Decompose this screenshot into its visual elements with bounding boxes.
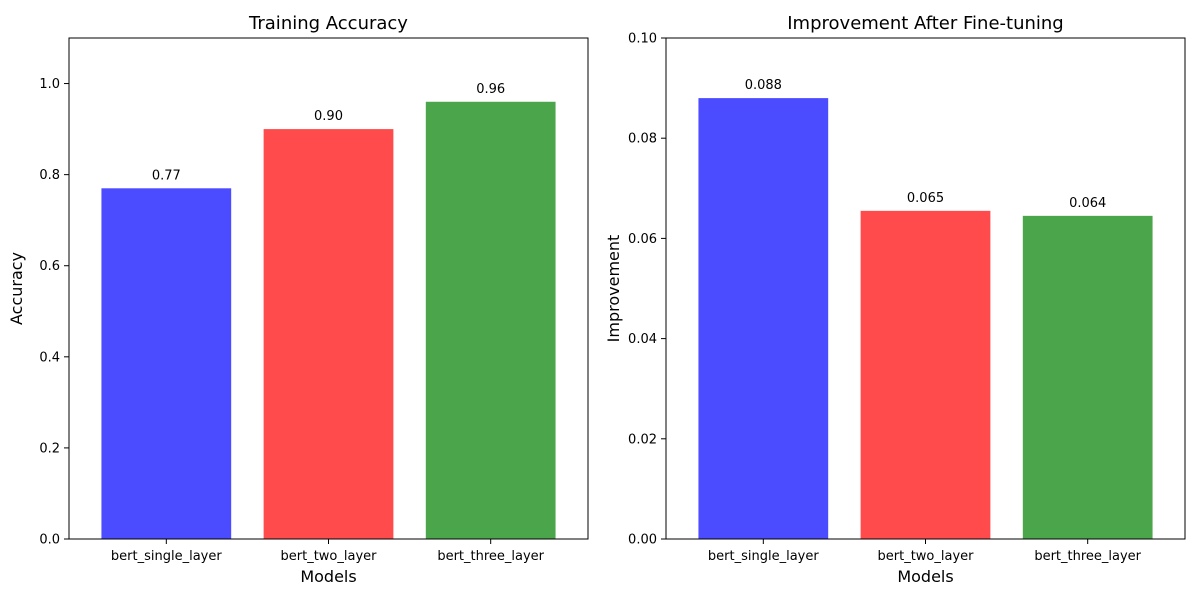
y-tick-label: 0.06 — [628, 232, 657, 247]
x-tick-label: bert_single_layer — [708, 549, 819, 564]
bar — [1022, 215, 1153, 540]
x-ticks-group: bert_single_layer bert_two_layer bert_thre… — [111, 539, 545, 564]
data-label: 0.77 — [152, 168, 181, 183]
chart-title: Improvement After Fine-tuning — [787, 13, 1064, 34]
y-axis-label: Accuracy — [7, 252, 26, 325]
y-tick-label: 0.00 — [628, 533, 657, 548]
bars-group: 0.088 0.065 0.064 — [698, 78, 1153, 540]
y-axis-label: Improvement — [604, 235, 623, 343]
bars-group: 0.77 0.90 0.96 — [101, 82, 556, 540]
y-tick-label: 0.4 — [39, 350, 60, 365]
y-tick-label: 0.8 — [39, 168, 60, 183]
y-tick-label: 0.2 — [39, 441, 60, 456]
y-tick-label: 0.08 — [628, 132, 657, 147]
axes-frame — [68, 37, 589, 540]
data-label: 0.064 — [1069, 196, 1106, 211]
y-tick-label: 0.0 — [39, 533, 60, 548]
data-label: 0.065 — [907, 191, 944, 206]
data-label: 0.96 — [476, 82, 505, 97]
x-axis-label: Models — [300, 567, 356, 586]
y-ticks-group: 0.0 0.2 0.4 0.6 0.8 1.0 — [39, 77, 69, 548]
x-tick-label: bert_three_layer — [1034, 549, 1141, 564]
y-tick-label: 0.6 — [39, 259, 60, 274]
axes-frame — [665, 37, 1186, 540]
y-tick-label: 0.10 — [628, 32, 657, 47]
x-tick-label: bert_three_layer — [437, 549, 544, 564]
bar — [263, 129, 394, 539]
data-label: 0.088 — [745, 78, 782, 93]
x-ticks-group: bert_single_layer bert_two_layer bert_thre… — [708, 539, 1142, 564]
y-tick-label: 0.04 — [628, 332, 657, 347]
x-tick-label: bert_two_layer — [878, 549, 975, 564]
x-tick-label: bert_two_layer — [281, 549, 378, 564]
data-label: 0.90 — [314, 109, 343, 124]
bar — [425, 101, 556, 539]
y-tick-label: 1.0 — [39, 77, 60, 92]
chart-panel-improvement: Improvement After Fine-tuning Models Imp… — [604, 13, 1186, 586]
chart-panel-training-accuracy: Training Accuracy Models Accuracy 0.770.… — [7, 13, 589, 586]
y-ticks-group: 0.00 0.02 0.04 0.06 0.08 0.10 — [628, 32, 666, 548]
bar — [860, 210, 991, 539]
bar — [101, 188, 232, 540]
bar — [698, 98, 829, 540]
chart-title: Training Accuracy — [248, 13, 408, 34]
y-tick-label: 0.02 — [628, 432, 657, 447]
x-tick-label: bert_single_layer — [111, 549, 222, 564]
x-axis-label: Models — [897, 567, 953, 586]
